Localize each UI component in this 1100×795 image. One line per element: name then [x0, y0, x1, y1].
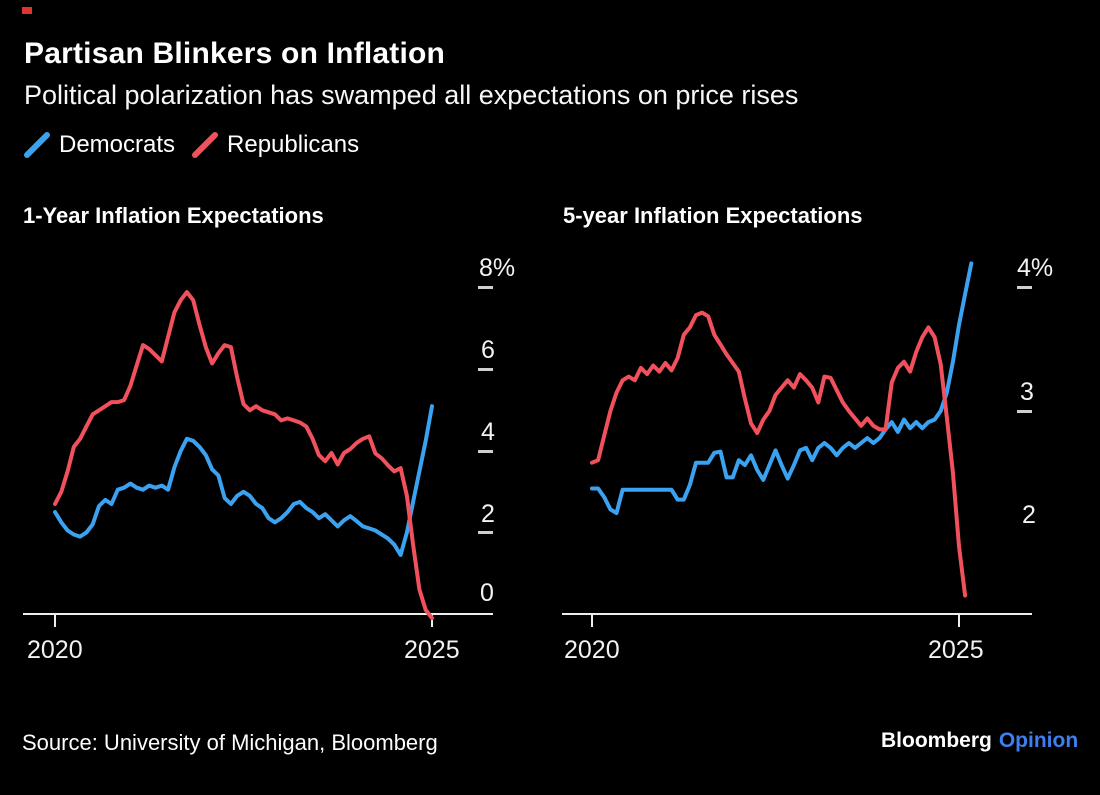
left-y-dash-6 — [478, 368, 493, 371]
right-y-tick-2: 2 — [1022, 501, 1036, 529]
bloomberg-red-key-mark — [22, 7, 32, 14]
republicans-line — [53, 290, 434, 621]
page-title: Partisan Blinkers on Inflation — [24, 37, 446, 70]
democrats-line — [590, 261, 974, 516]
left-y-dash-4 — [478, 450, 493, 453]
left-y-tick-0: 0 — [480, 579, 494, 607]
republicans-line-swatch-icon — [192, 132, 219, 158]
right-y-tick-4: 4% — [1017, 254, 1054, 282]
bloomberg-wordmark: Bloomberg — [881, 729, 992, 752]
left-y-dash-8 — [478, 286, 493, 289]
left-y-tick-8: 8% — [479, 254, 516, 282]
left-y-tick-2: 2 — [481, 500, 495, 528]
legend: Democrats Republicans — [24, 131, 359, 159]
legend-label-democrats: Democrats — [59, 131, 176, 158]
page-subtitle: Political polarization has swamped all e… — [24, 80, 799, 110]
right-chart-title: 5-year Inflation Expectations — [563, 203, 863, 228]
democrats-line — [53, 404, 434, 557]
legend-item-democrats: Democrats — [24, 131, 175, 159]
republicans-line — [590, 310, 968, 598]
democrats-line-swatch-icon — [24, 132, 50, 158]
opinion-wordmark: Opinion — [998, 729, 1079, 752]
right-y-dash-3 — [1017, 410, 1032, 413]
right-y-tick-3: 3 — [1020, 378, 1034, 406]
left-y-dash-2 — [478, 531, 493, 534]
left-y-tick-4: 4 — [481, 418, 495, 446]
legend-item-republicans: Republicans — [192, 131, 359, 159]
left-x-tick-2020: 2020 — [27, 636, 83, 664]
left-y-tick-6: 6 — [481, 336, 495, 364]
bloomberg-opinion-logo: Bloomberg Opinion — [881, 729, 1078, 753]
source-note: Source: University of Michigan, Bloomber… — [22, 730, 438, 755]
right-x-tick-2025: 2025 — [928, 636, 984, 664]
legend-label-republicans: Republicans — [227, 131, 360, 158]
right-y-dash-4 — [1017, 286, 1032, 289]
right-x-tick-2020: 2020 — [564, 636, 620, 664]
plot-area — [23, 261, 1032, 627]
left-chart-title: 1-Year Inflation Expectations — [23, 203, 324, 228]
left-x-tick-2025: 2025 — [404, 636, 460, 664]
